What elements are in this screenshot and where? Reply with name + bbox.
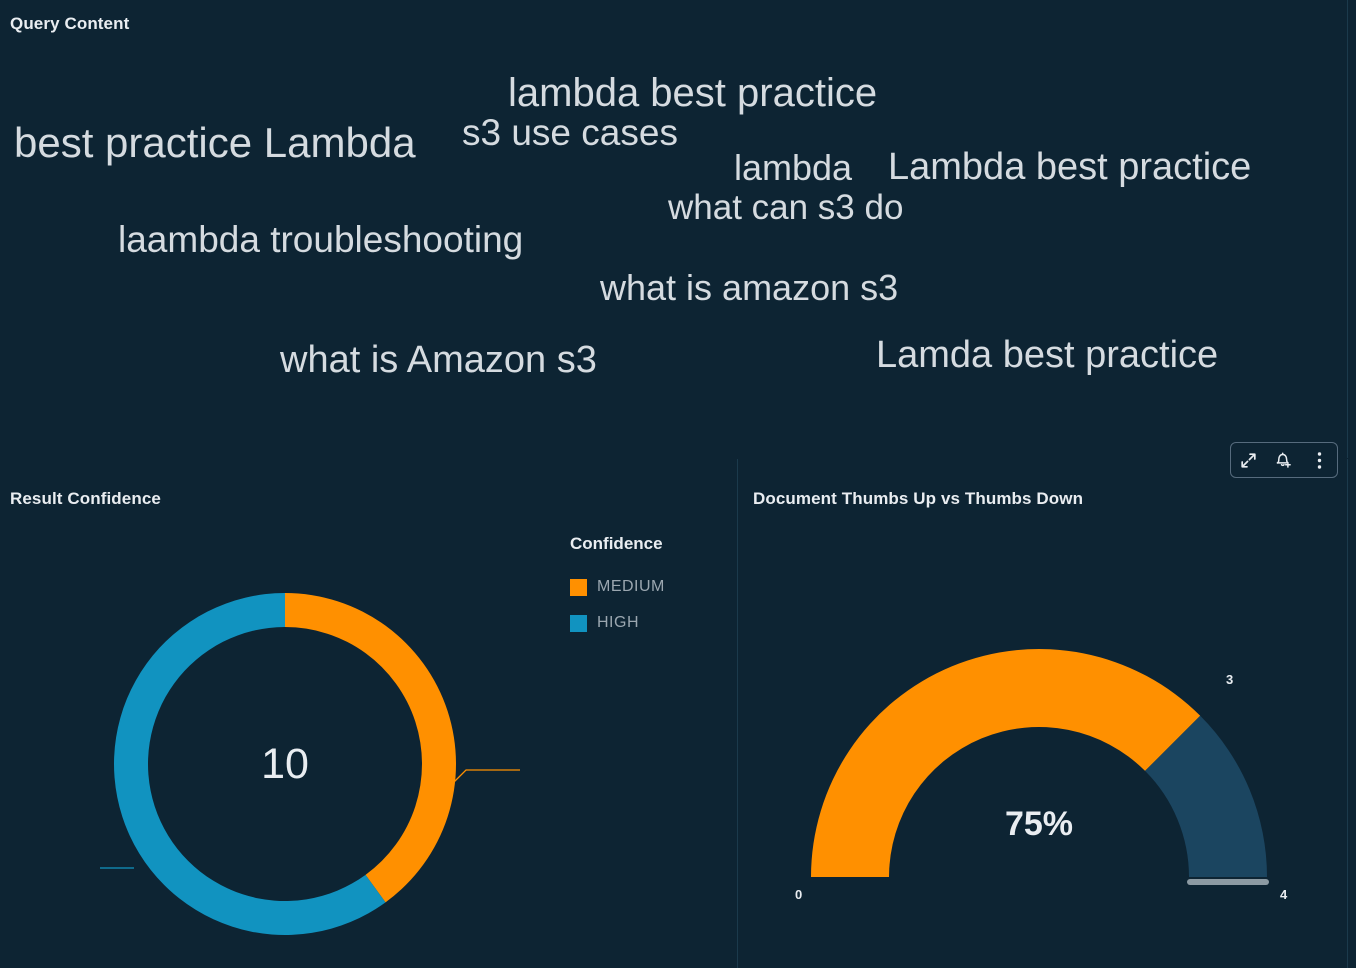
menu-icon[interactable]	[1304, 445, 1334, 475]
legend-item[interactable]: MEDIUM	[570, 578, 665, 596]
gauge-target-marker	[1187, 879, 1269, 885]
gauge-tick-max: 4	[1280, 887, 1288, 902]
result-confidence-title: Result Confidence	[10, 489, 161, 508]
word-cloud-term[interactable]: best practice Lambda	[14, 119, 416, 166]
word-cloud-term[interactable]: Lambda best practice	[888, 146, 1252, 188]
donut-slice[interactable]	[285, 593, 457, 903]
expand-icon[interactable]	[1234, 445, 1264, 475]
donut-chart[interactable]: 10	[100, 579, 470, 949]
legend-swatch	[570, 614, 587, 632]
word-cloud-term[interactable]: lambda best practice	[508, 71, 878, 115]
gauge-tick-min: 0	[795, 887, 803, 902]
legend-item[interactable]: HIGH	[570, 614, 665, 632]
thumbs-gauge-panel: Document Thumbs Up vs Thumbs Down 75% 0 …	[739, 459, 1348, 968]
bottom-row: Result Confidence 10 MEDIUM HIGH Confide…	[0, 459, 1348, 968]
word-cloud-term[interactable]: what is Amazon s3	[280, 339, 597, 381]
legend-label: MEDIUM	[597, 578, 665, 595]
word-cloud-term[interactable]: lambda	[734, 147, 853, 188]
legend: Confidence MEDIUM HIGH	[570, 534, 665, 650]
gauge-chart[interactable]: 75%	[779, 609, 1299, 929]
legend-title: Confidence	[570, 534, 663, 553]
donut-slice[interactable]	[113, 593, 386, 935]
word-cloud-term[interactable]: s3 use cases	[462, 112, 678, 153]
word-cloud-term[interactable]: laambda troubleshooting	[118, 219, 524, 260]
page-title: Query Content	[10, 14, 130, 33]
gauge-fill-arc[interactable]	[811, 649, 1201, 877]
result-confidence-panel: Result Confidence 10 MEDIUM HIGH Confide…	[0, 459, 738, 968]
donut-svg	[113, 593, 457, 935]
legend-swatch	[570, 578, 587, 596]
bell-plus-icon[interactable]	[1269, 445, 1299, 475]
thumbs-gauge-title: Document Thumbs Up vs Thumbs Down	[753, 489, 1084, 508]
legend-label: HIGH	[597, 614, 639, 631]
gauge-tick-value: 3	[1226, 672, 1234, 687]
word-cloud-term[interactable]: what can s3 do	[668, 188, 904, 227]
visual-toolbar[interactable]	[1230, 442, 1338, 478]
word-cloud-term[interactable]: Lamda best practice	[876, 334, 1219, 376]
gauge-svg	[811, 649, 1269, 885]
query-content-panel: Query Content lambda best practice best p…	[0, 0, 1348, 458]
gauge-track-arc[interactable]	[1145, 715, 1267, 877]
word-cloud-term[interactable]: what is amazon s3	[600, 267, 899, 308]
